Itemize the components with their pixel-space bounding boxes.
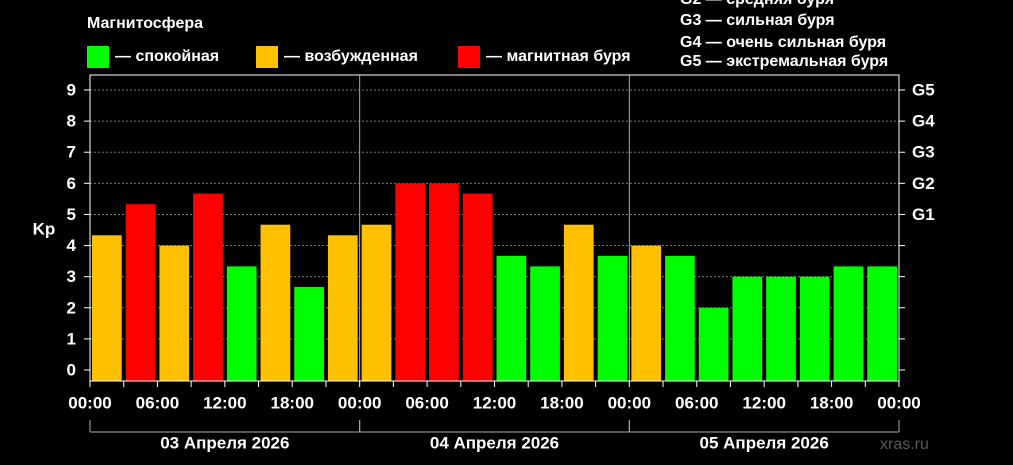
- day-label: 05 Апреля 2026: [700, 433, 829, 452]
- g-scale-label: G1: [912, 205, 935, 224]
- x-tick-label: 06:00: [405, 393, 448, 412]
- x-tick-label: 00:00: [877, 393, 920, 412]
- kp-bar: [766, 276, 796, 381]
- legend-storm: — магнитная буря: [458, 46, 631, 68]
- kp-bar: [698, 307, 729, 381]
- chart-title: Магнитосфера: [87, 15, 204, 32]
- y-tick-label: 9: [67, 80, 76, 99]
- y-tick-label: 5: [67, 205, 76, 224]
- x-tick-label: 12:00: [742, 393, 785, 412]
- g-scale-label: G4: [912, 112, 935, 131]
- x-tick-label: 06:00: [136, 393, 179, 412]
- g-scale-label: G3: [912, 143, 935, 162]
- g-legend-g5: G5 — экстремальная буря: [680, 53, 889, 70]
- kp-bar: [327, 235, 358, 381]
- g-scale-label: G2: [912, 174, 935, 193]
- y-tick-label: 6: [67, 174, 76, 193]
- g-legend-g3: G3 — сильная буря: [680, 12, 835, 29]
- kp-bar: [799, 276, 830, 381]
- kp-bar: [462, 193, 493, 381]
- kp-bar: [867, 266, 897, 381]
- x-tick-label: 18:00: [540, 393, 583, 412]
- y-tick-label: 3: [67, 267, 76, 286]
- day-label: 04 Апреля 2026: [430, 433, 559, 452]
- kp-bar: [294, 286, 324, 381]
- x-tick-label: 00:00: [608, 393, 651, 412]
- kp-bar: [563, 224, 594, 381]
- x-tick-label: 12:00: [473, 393, 516, 412]
- kp-bar: [361, 224, 392, 381]
- legend-active: — возбужденная: [256, 46, 418, 68]
- kp-bar: [193, 193, 223, 381]
- y-tick-label: 2: [67, 298, 76, 317]
- kp-bar: [631, 245, 662, 381]
- day-label: 03 Апреля 2026: [160, 433, 289, 452]
- g-legend-g4: G4 — очень сильная буря: [680, 34, 887, 51]
- legend-label-active: — возбужденная: [284, 48, 418, 65]
- x-tick-label: 00:00: [338, 393, 381, 412]
- site-credit: xras.ru: [880, 436, 929, 453]
- kp-bar: [833, 266, 864, 381]
- kp-bar: [226, 266, 257, 381]
- kp-bar: [92, 235, 122, 381]
- kp-bar: [732, 276, 763, 381]
- kp-bar: [530, 266, 560, 381]
- kp-bar: [395, 183, 426, 381]
- g-legend-g2: G2 — средняя буря: [680, 0, 834, 9]
- y-tick-label: 4: [67, 236, 77, 255]
- legend-swatch-quiet: [87, 46, 109, 68]
- legend-swatch-active: [256, 46, 278, 68]
- kp-bar: [496, 255, 527, 381]
- legend-swatch-storm: [458, 46, 480, 68]
- kp-bar: [260, 224, 291, 381]
- kp-bar: [429, 183, 459, 381]
- x-tick-label: 06:00: [675, 393, 718, 412]
- y-tick-label: 0: [67, 360, 76, 379]
- kp-bar: [665, 255, 695, 381]
- kp-bar: [125, 204, 156, 381]
- x-tick-label: 18:00: [271, 393, 314, 412]
- y-tick-label: 7: [67, 143, 76, 162]
- x-tick-label: 18:00: [810, 393, 853, 412]
- x-tick-label: 00:00: [68, 393, 111, 412]
- legend-quiet: — спокойная: [87, 46, 219, 68]
- g-scale-label: G5: [912, 80, 935, 99]
- legend-label-quiet: — спокойная: [115, 48, 220, 65]
- y-axis-label: Kp: [33, 219, 56, 238]
- x-tick-label: 12:00: [203, 393, 246, 412]
- y-tick-label: 1: [67, 329, 76, 348]
- kp-bar: [159, 245, 190, 381]
- kp-bar: [597, 255, 628, 381]
- legend-label-storm: — магнитная буря: [486, 48, 631, 65]
- y-tick-label: 8: [67, 112, 76, 131]
